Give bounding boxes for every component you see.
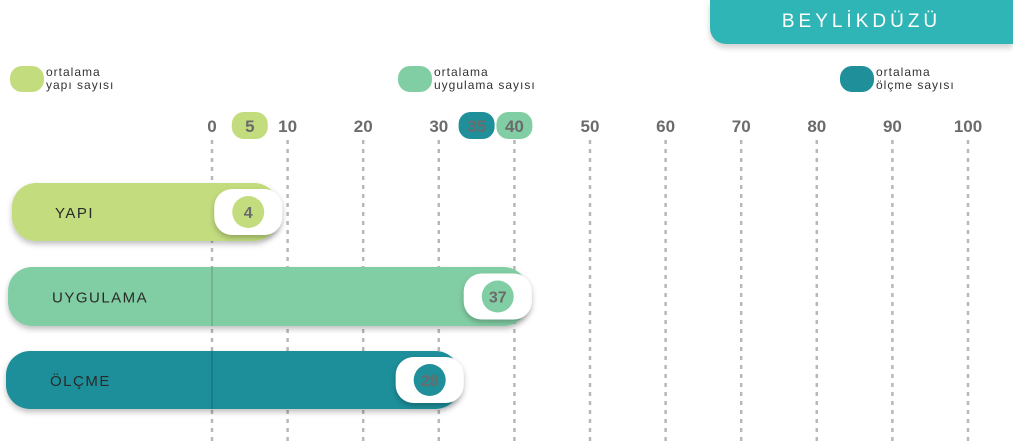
legend-label-line2: ölçme sayısı bbox=[876, 78, 955, 92]
bar bbox=[6, 351, 460, 409]
average-marker bbox=[496, 112, 533, 139]
legend-swatch-yapi bbox=[10, 66, 44, 92]
x-tick-label: 0 bbox=[207, 117, 216, 136]
x-tick-label: 100 bbox=[954, 117, 982, 136]
chart-title: BEYLİKDÜZÜ bbox=[781, 11, 942, 32]
legend-label-line2: yapı sayısı bbox=[46, 78, 115, 92]
bar bbox=[8, 267, 528, 326]
legend-label-line2: uygulama sayısı bbox=[434, 78, 536, 92]
x-tick-label: 70 bbox=[732, 117, 751, 136]
bar-value-label: 28 bbox=[421, 373, 439, 390]
bar-category-label: UYGULAMA bbox=[52, 290, 148, 307]
bar-category-label: YAPI bbox=[55, 205, 94, 222]
average-label: 5 bbox=[245, 117, 254, 136]
x-tick-label: 30 bbox=[429, 117, 448, 136]
bar-group-1: UYGULAMA 37 bbox=[8, 267, 532, 326]
average-marker bbox=[231, 112, 268, 139]
bar-value-label: 37 bbox=[489, 290, 507, 307]
average-label: 35 bbox=[467, 117, 486, 136]
legend-item-olcme: ortalama ölçme sayısı bbox=[840, 66, 955, 92]
x-tick-label: 20 bbox=[354, 117, 373, 136]
x-tick-label: 80 bbox=[807, 117, 826, 136]
title-banner: BEYLİKDÜZÜ bbox=[710, 0, 1013, 44]
legend-label-line1: ortalama bbox=[46, 65, 101, 79]
x-tick-label: 60 bbox=[656, 117, 675, 136]
value-badge-dot bbox=[413, 364, 446, 396]
bar-group-2: ÖLÇME 28 bbox=[6, 351, 464, 409]
bar-category-label: ÖLÇME bbox=[50, 372, 111, 390]
legend-item-uygulama: ortalama uygulama sayısı bbox=[398, 66, 536, 92]
value-badge-dot bbox=[232, 196, 265, 228]
x-tick-label: 50 bbox=[581, 117, 600, 136]
legend-item-yapi: ortalama yapı sayısı bbox=[10, 66, 114, 92]
legend-label-line1: ortalama bbox=[876, 65, 931, 79]
x-tick-label: 90 bbox=[883, 117, 902, 136]
average-label: 40 bbox=[505, 117, 524, 136]
bar-value-label: 4 bbox=[244, 205, 253, 222]
legend-swatch-uygulama bbox=[398, 66, 432, 92]
legend-label-line1: ortalama bbox=[434, 65, 489, 79]
average-marker bbox=[458, 112, 495, 139]
legend-swatch-olcme bbox=[840, 66, 874, 92]
bar-group-0: YAPI 4 bbox=[12, 183, 283, 241]
x-tick-label: 10 bbox=[278, 117, 297, 136]
value-badge-dot bbox=[481, 280, 514, 313]
bar bbox=[12, 183, 279, 241]
